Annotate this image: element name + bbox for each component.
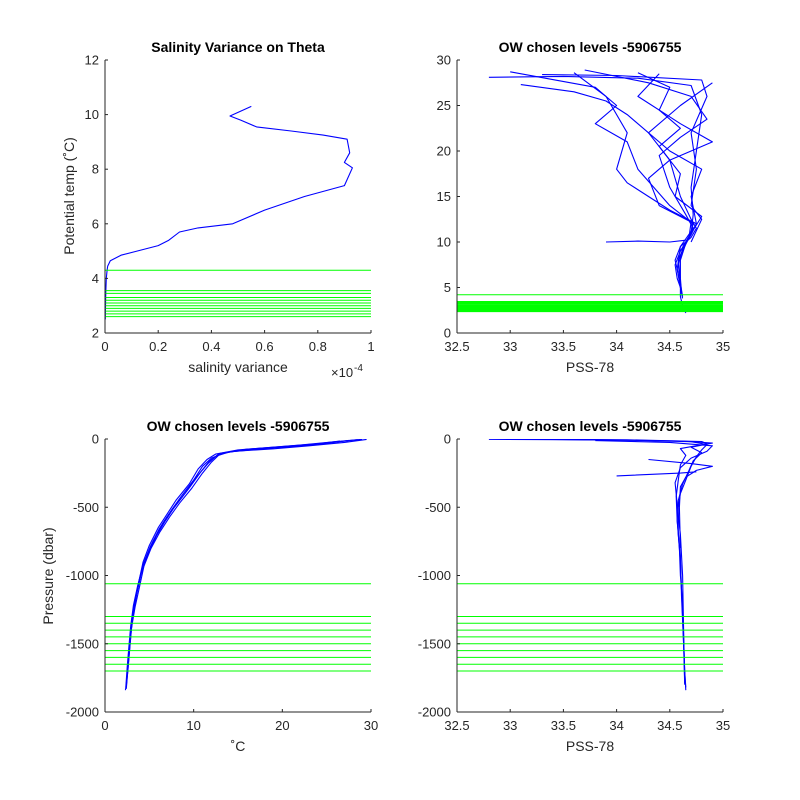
- y-tick-label: 0: [444, 326, 451, 341]
- y-tick-label: 25: [437, 98, 451, 113]
- x-axis-label: PSS-78: [566, 359, 614, 375]
- x-tick-label: 0.8: [309, 339, 327, 354]
- y-tick-label: 30: [437, 53, 451, 68]
- y-tick-label: -1500: [66, 636, 99, 651]
- x-tick-label: 0.6: [256, 339, 274, 354]
- x-tick-label: 34: [609, 339, 623, 354]
- plot-content: [105, 105, 371, 320]
- x-tick-label: 33: [503, 718, 517, 733]
- plot-area: 32.5 33 33.5 34 34.5 35 -2000 -1500 -1000 -500 0: [418, 432, 730, 734]
- x-axis-label: ˚C: [231, 738, 246, 754]
- profile-line-9: [605, 239, 686, 243]
- x-tick-label: 33.5: [551, 339, 576, 354]
- profile-line-1: [105, 105, 353, 320]
- panel-title: Salinity Variance on Theta: [151, 39, 325, 55]
- x-tick-label: 32.5: [444, 718, 469, 733]
- x-tick-label: 10: [186, 718, 200, 733]
- x-tick-label: 35: [716, 718, 730, 733]
- y-tick-label: -1000: [66, 568, 99, 583]
- plot-content: [457, 439, 723, 691]
- x-exponent-base: ×10: [331, 365, 353, 380]
- panel-title: OW chosen levels -5906755: [147, 418, 330, 434]
- x-axis-label: PSS-78: [566, 738, 614, 754]
- panel-title: OW chosen levels -5906755: [499, 39, 682, 55]
- panel-salinity-variance: Salinity Variance on Theta 0 0.2 0.4 0.6 0.8…: [61, 39, 375, 380]
- profile-line-6: [510, 71, 694, 252]
- plot-area: 32.5 33 33.5 34 34.5 35 0 5 10 15 20 25 30: [437, 53, 731, 355]
- x-exponent-power: -4: [354, 363, 363, 374]
- y-tick-label: 12: [85, 53, 99, 68]
- panel-pressure-salinity: OW chosen levels -5906755 32.5 33 33.5 34 34…: [418, 418, 730, 754]
- x-tick-label: 33.5: [551, 718, 576, 733]
- x-tick-label: 0: [101, 339, 108, 354]
- profile-line-8: [637, 72, 703, 261]
- y-tick-label: -2000: [418, 705, 451, 720]
- plot-content: [457, 69, 723, 314]
- y-tick-label: 0: [444, 432, 451, 447]
- profile-line-1: [488, 75, 703, 314]
- x-tick-label: 20: [275, 718, 289, 733]
- y-tick-label: 6: [92, 216, 99, 231]
- y-tick-label: 15: [437, 189, 451, 204]
- profile-line-10: [584, 69, 708, 288]
- profile-line-5: [125, 439, 367, 685]
- profile-line-7: [542, 74, 708, 243]
- x-tick-label: 33: [503, 339, 517, 354]
- y-tick-label: 2: [92, 326, 99, 341]
- profile-line-6: [531, 439, 708, 685]
- x-tick-label: 34: [609, 718, 623, 733]
- y-axis-label: Pressure (dbar): [40, 527, 56, 624]
- profile-line-4: [647, 82, 713, 293]
- x-axis-label: salinity variance: [188, 359, 288, 375]
- panel-theta-salinity: OW chosen levels -5906755 32.5 33 33.5 34 34…: [437, 39, 731, 375]
- panel-title: OW chosen levels -5906755: [499, 418, 682, 434]
- x-tick-label: 30: [364, 718, 378, 733]
- x-tick-label: 35: [716, 339, 730, 354]
- y-tick-label: -500: [73, 500, 99, 515]
- plot-area: 0 10 20 30 -2000 -1500 -1000 -500 0: [66, 432, 378, 734]
- x-tick-label: 34.5: [657, 718, 682, 733]
- x-tick-label: 34.5: [657, 339, 682, 354]
- x-tick-label: 0.2: [149, 339, 167, 354]
- profile-line-3: [595, 440, 713, 684]
- y-tick-label: -1000: [418, 568, 451, 583]
- profile-line-5: [616, 471, 697, 477]
- profile-line-4: [125, 440, 341, 688]
- y-tick-label: -1500: [418, 636, 451, 651]
- y-tick-label: 20: [437, 144, 451, 159]
- y-tick-label: -2000: [66, 705, 99, 720]
- x-tick-label: 0: [101, 718, 108, 733]
- y-tick-label: -500: [425, 500, 451, 515]
- panel-pressure-temperature: OW chosen levels -5906755 0 10 20 30 -2000 -1…: [40, 418, 378, 754]
- y-tick-label: 8: [92, 162, 99, 177]
- x-tick-label: 0.4: [202, 339, 220, 354]
- y-axis-label: Potential temp (˚C): [61, 137, 77, 254]
- y-tick-label: 4: [92, 271, 99, 286]
- y-tick-label: 0: [92, 432, 99, 447]
- x-tick-label: 1: [367, 339, 374, 354]
- plot-content: [105, 439, 371, 691]
- y-tick-label: 5: [444, 280, 451, 295]
- y-tick-label: 10: [85, 107, 99, 122]
- x-tick-label: 32.5: [444, 339, 469, 354]
- profile-line-4: [648, 458, 713, 549]
- y-tick-label: 10: [437, 235, 451, 250]
